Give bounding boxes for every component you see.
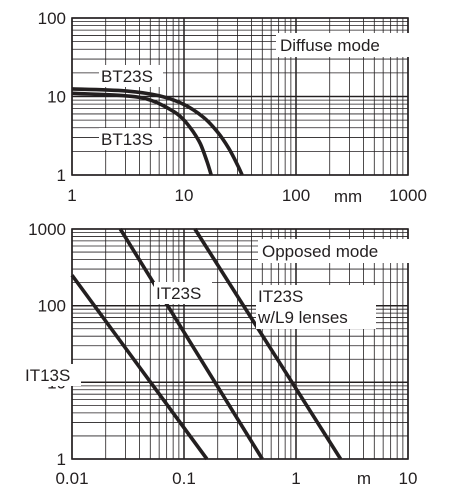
diffuse-mode-chart: 1 10 100 1000 1 10 100 Diffuse mode BT23S BT1… — [38, 9, 427, 206]
opposed-plot-frame — [71, 228, 409, 460]
x-tick-label: 10 — [175, 186, 194, 205]
x-tick-label: 1000 — [389, 186, 427, 205]
y-tick-label: 1 — [57, 166, 66, 185]
series-label-bt23s: BT23S — [101, 67, 153, 86]
diffuse-plot-frame — [71, 17, 409, 176]
diffuse-curves — [71, 87, 244, 176]
y-tick-label: 100 — [38, 297, 66, 316]
series-label-it23s-l9: IT23S w/L9 lenses — [257, 287, 348, 327]
y-tick-label: 10 — [47, 88, 66, 107]
y-tick-label: 1000 — [28, 220, 66, 239]
series-line-it13s — [70, 274, 209, 461]
opposed-mode-label-bg — [258, 239, 412, 263]
series-line-it23s — [118, 228, 264, 460]
it23s-label-bg — [154, 282, 212, 304]
x-tick-label: 0.01 — [55, 469, 88, 487]
it23s-l9-label-line-2: w/L9 lenses — [257, 308, 348, 327]
x-tick-label: 0.1 — [172, 469, 196, 487]
y-tick-label: 1 — [57, 450, 66, 469]
series-line-it23s-w-l9-lenses — [193, 228, 343, 460]
diffuse-y-ticks: 1 10 100 — [38, 9, 66, 185]
diffuse-mode-label: Diffuse mode — [280, 36, 380, 55]
x-tick-label: 1 — [67, 186, 76, 205]
opposed-curves — [70, 228, 343, 461]
series-label-it23s: IT23S — [156, 284, 201, 303]
it23s-l9-label-bg — [256, 285, 376, 329]
series-label-it13s: IT13S — [25, 366, 70, 385]
opposed-mode-chart: 0.01 0.1 1 10 1 10 100 1000 Opposed mode IT23S… — [23, 220, 417, 487]
series-label-bt13s: BT13S — [101, 130, 153, 149]
diffuse-x-unit: mm — [334, 187, 362, 206]
x-tick-label: 10 — [399, 469, 418, 487]
opposed-mode-label: Opposed mode — [262, 242, 378, 261]
series-line-bt13s — [71, 91, 213, 176]
y-tick-label: 100 — [38, 9, 66, 28]
it13s-label-bg — [23, 364, 81, 386]
opposed-x-unit: m — [357, 469, 371, 487]
opposed-x-ticks: 0.01 0.1 1 10 — [55, 469, 417, 487]
x-tick-label: 1 — [291, 469, 300, 487]
diffuse-mode-label-bg — [276, 33, 412, 57]
series-line-bt23s — [71, 87, 244, 176]
bt13s-label-bg — [99, 128, 163, 150]
it23s-l9-label-line-1: IT23S — [258, 287, 303, 306]
x-tick-label: 100 — [282, 186, 310, 205]
diffuse-x-ticks: 1 10 100 1000 — [67, 186, 427, 205]
bt23s-label-bg — [99, 65, 163, 87]
